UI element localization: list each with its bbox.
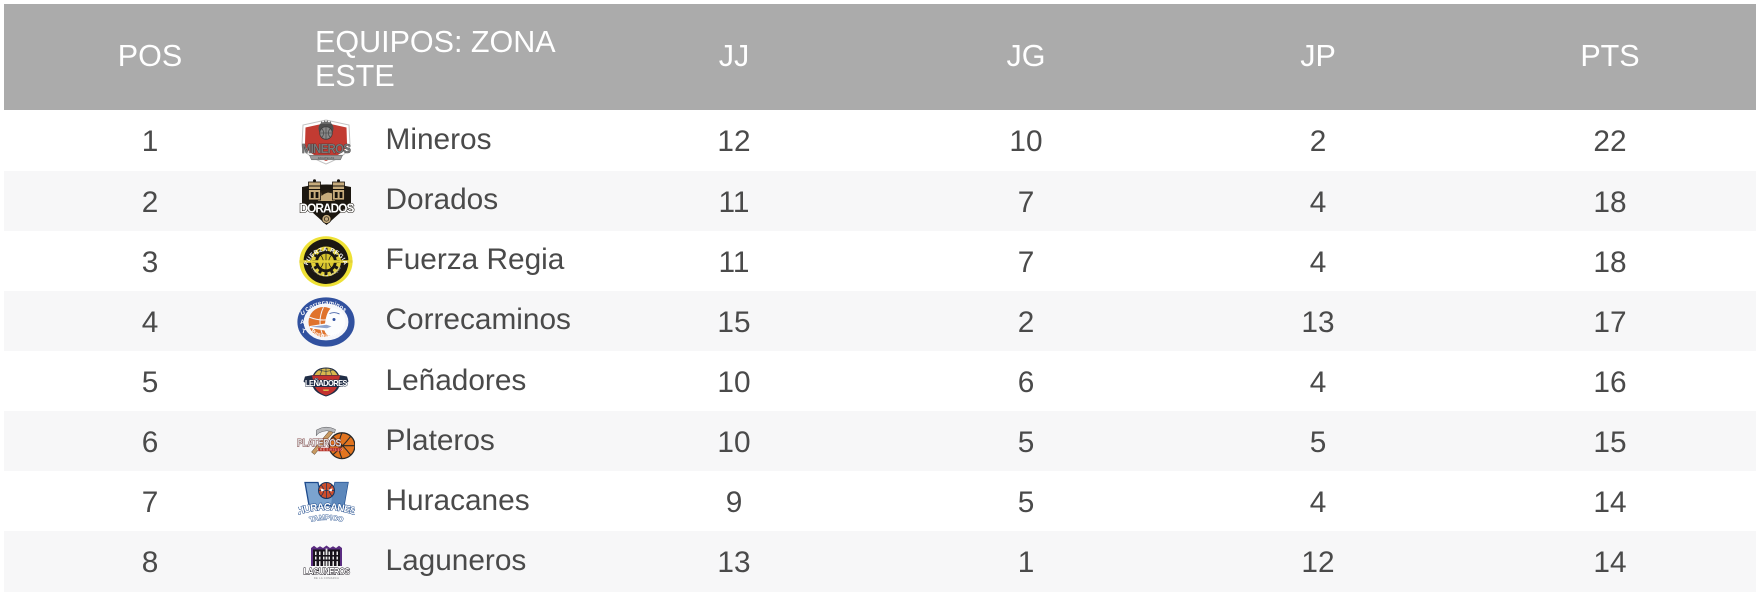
svg-text:F R E S N I L L O: F R E S N I L L O: [317, 449, 343, 452]
svg-text:TAMPICO: TAMPICO: [308, 515, 343, 523]
svg-text:MINEROS: MINEROS: [302, 142, 351, 156]
svg-text:ZACATECAS: ZACATECAS: [318, 156, 335, 160]
svg-text:HURACANES: HURACANES: [298, 502, 355, 518]
svg-text:DORADOS: DORADOS: [299, 201, 354, 215]
svg-text:T: T: [301, 329, 306, 336]
svg-text:PLATEROS: PLATEROS: [297, 437, 341, 449]
svg-text:LAGUNEROS: LAGUNEROS: [303, 566, 349, 577]
svg-text:U: U: [300, 310, 306, 317]
svg-text:A: A: [300, 320, 305, 326]
svg-text:DE LA COMARCA: DE LA COMARCA: [313, 576, 338, 580]
svg-text:LEÑADORES: LEÑADORES: [305, 378, 348, 388]
svg-text:Basquetbol: Basquetbol: [310, 329, 343, 340]
